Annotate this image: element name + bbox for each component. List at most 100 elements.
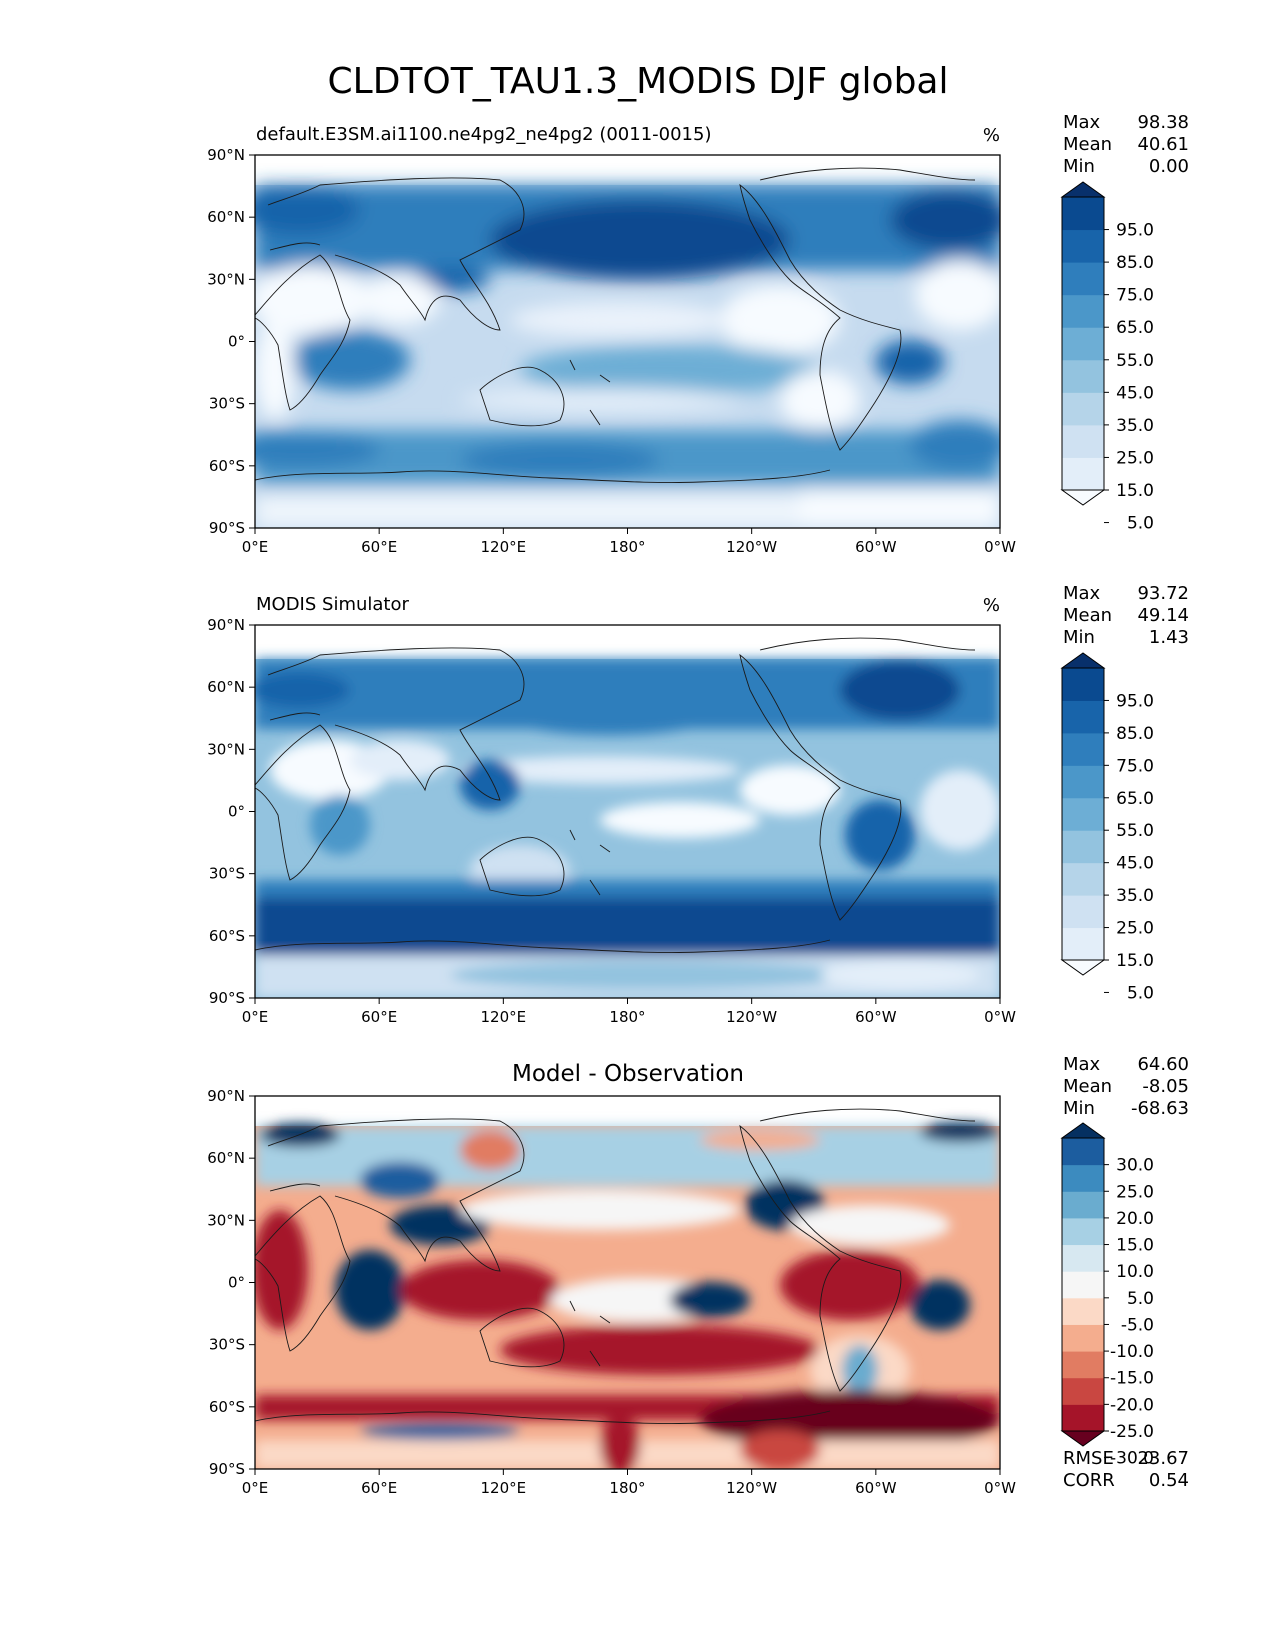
panel-units: % xyxy=(983,125,1000,146)
lon-axis: 0°E 60°E 120°E 180° 120°W 60°W 0°W xyxy=(242,998,1016,1026)
colorbar-swatch xyxy=(1062,830,1104,864)
colorbar-swatch xyxy=(1062,1217,1104,1246)
figure-title: CLDTOT_TAU1.3_MODIS DJF global xyxy=(328,61,949,102)
lat-tick-label: 90°N xyxy=(207,146,245,164)
colorbar-swatch xyxy=(1062,457,1104,491)
lon-tick-label: 120°W xyxy=(726,538,777,556)
colorbar-label: -5.0 xyxy=(1121,1315,1154,1335)
lat-tick-label: 0° xyxy=(228,803,245,821)
lat-tick-label: 60°S xyxy=(209,1398,245,1416)
colorbar-label: 65.0 xyxy=(1116,789,1154,809)
lon-axis: 0°E 60°E 120°E 180° 120°W 60°W 0°W xyxy=(242,528,1016,556)
colorbar-frame xyxy=(1061,196,1105,491)
lon-tick-label: 0°E xyxy=(242,1008,269,1026)
panel-diff: Model - Observation xyxy=(207,1054,1189,1497)
colorbar-swatch xyxy=(1062,359,1104,393)
stat-value: 1.43 xyxy=(1149,627,1189,648)
stats-block: Max 64.60 Mean -8.05 Min -68.63 xyxy=(1063,1054,1189,1119)
colorbar-label: 5.0 xyxy=(1127,983,1154,1003)
colorbar-label: 20.0 xyxy=(1116,1209,1154,1229)
colorbar-label: -15.0 xyxy=(1110,1369,1154,1389)
colorbar-swatch xyxy=(1062,229,1104,263)
stat-label: Mean xyxy=(1063,1076,1112,1097)
colorbar-label: 35.0 xyxy=(1116,886,1154,906)
lat-tick-label: 30°N xyxy=(207,740,245,758)
colorbar-label: 85.0 xyxy=(1116,724,1154,744)
colorbar-label: 75.0 xyxy=(1116,286,1154,306)
lon-tick-label: 120°E xyxy=(481,538,527,556)
lat-tick-label: 60°N xyxy=(207,678,245,696)
colorbar-swatch xyxy=(1062,197,1104,231)
colorbar-label: 25.0 xyxy=(1116,448,1154,468)
lat-axis: 90°N 60°N 30°N 0° 30°S 60°S 90°S xyxy=(207,1087,255,1478)
colorbar-extend-min xyxy=(1060,489,1106,506)
colorbar-swatch xyxy=(1062,700,1104,734)
colorbar-extend-max xyxy=(1060,1122,1106,1139)
stat-label: Min xyxy=(1063,627,1095,648)
colorbar-label: 5.0 xyxy=(1127,1289,1154,1309)
stat-label: Max xyxy=(1063,112,1101,133)
stat-value: 49.14 xyxy=(1137,605,1189,626)
lon-tick-label: 60°W xyxy=(855,1008,897,1026)
lon-tick-label: 60°W xyxy=(855,1479,897,1497)
colorbar-label: 30.0 xyxy=(1116,1156,1154,1176)
colorbar-label: 45.0 xyxy=(1116,854,1154,874)
rmse-label: RMSE xyxy=(1063,1448,1114,1469)
lon-tick-label: 120°E xyxy=(481,1008,527,1026)
corr-value: 0.54 xyxy=(1149,1470,1189,1491)
lon-tick-label: 120°W xyxy=(726,1479,777,1497)
lat-axis: 90°N 60°N 30°N 0° 30°S 60°S 90°S xyxy=(207,616,255,1007)
lon-tick-label: 0°W xyxy=(984,1479,1016,1497)
lon-tick-label: 120°W xyxy=(726,1008,777,1026)
colorbar-label: 10.0 xyxy=(1116,1262,1154,1282)
colorbar-swatch xyxy=(1062,927,1104,961)
map-field xyxy=(255,1096,1000,1469)
stat-label: Min xyxy=(1063,156,1095,177)
colorbar-label: 55.0 xyxy=(1116,821,1154,841)
colorbar-label: 35.0 xyxy=(1116,416,1154,436)
panel-left-title: MODIS Simulator xyxy=(256,594,409,615)
stat-value: 40.61 xyxy=(1137,134,1189,155)
colorbar-swatch xyxy=(1062,732,1104,766)
colorbar-label: 25.0 xyxy=(1116,919,1154,939)
colorbar-label: 95.0 xyxy=(1116,691,1154,711)
colorbar-swatch xyxy=(1062,862,1104,896)
lat-tick-label: 60°N xyxy=(207,1149,245,1167)
colorbar-label: 15.0 xyxy=(1116,1236,1154,1256)
lon-axis: 0°E 60°E 120°E 180° 120°W 60°W 0°W xyxy=(242,1469,1016,1497)
panel-model: default.E3SM.ai1100.ne4pg2_ne4pg2 (0011-… xyxy=(207,112,1189,556)
colorbar-label: -25.0 xyxy=(1110,1422,1154,1442)
colorbar-frame xyxy=(1061,1137,1105,1432)
colorbar-label: 15.0 xyxy=(1116,481,1154,501)
stat-label: Max xyxy=(1063,1054,1101,1075)
lon-tick-label: 0°W xyxy=(984,538,1016,556)
stats-block: Max 98.38 Mean 40.61 Min 0.00 xyxy=(1063,112,1189,177)
colorbar-label: -30.0 xyxy=(1110,1449,1154,1469)
colorbar-swatch xyxy=(1062,797,1104,831)
colorbar-label: 5.0 xyxy=(1127,514,1154,534)
lon-tick-label: 120°E xyxy=(481,1479,527,1497)
stat-label: Mean xyxy=(1063,605,1112,626)
lat-tick-label: 90°S xyxy=(209,1460,245,1478)
colorbar-swatch xyxy=(1062,1351,1104,1379)
stat-value: 64.60 xyxy=(1137,1054,1189,1075)
lat-tick-label: 60°S xyxy=(209,927,245,945)
footer-stats: RMSE 23.67 CORR 0.54 xyxy=(1063,1448,1189,1491)
panel-units: % xyxy=(983,595,1000,616)
colorbar-label: 65.0 xyxy=(1116,318,1154,338)
stat-value: -8.05 xyxy=(1142,1076,1189,1097)
colorbar-label: -10.0 xyxy=(1110,1342,1154,1362)
lon-tick-label: 180° xyxy=(609,1008,645,1026)
colorbar-swatch xyxy=(1062,1324,1104,1352)
colorbar-swatch xyxy=(1062,392,1104,426)
colorbar-swatch xyxy=(1062,765,1104,799)
colorbar-swatch xyxy=(1062,1244,1104,1272)
lat-tick-label: 30°S xyxy=(209,865,245,883)
lon-tick-label: 0°W xyxy=(984,1008,1016,1026)
coastlines xyxy=(255,637,976,953)
lon-tick-label: 0°E xyxy=(242,1479,269,1497)
lat-tick-label: 0° xyxy=(228,333,245,351)
panel-obs: MODIS Simulator % xyxy=(207,583,1189,1026)
lon-tick-label: 180° xyxy=(609,538,645,556)
